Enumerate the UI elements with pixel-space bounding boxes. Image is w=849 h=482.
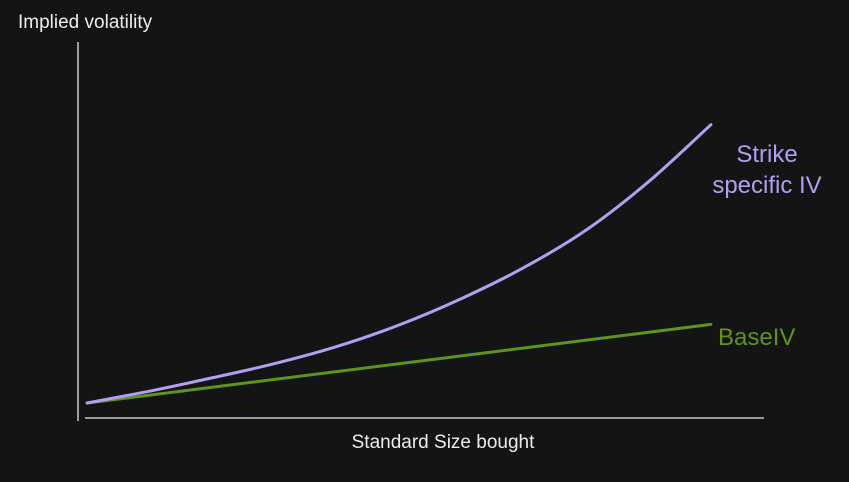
series-label-line: Strike bbox=[736, 141, 797, 168]
series-label-line: specific IV bbox=[712, 172, 821, 199]
x-axis-label: Standard Size bought bbox=[352, 432, 535, 453]
y-axis-label: Implied volatility bbox=[18, 12, 153, 33]
series-label-layer: Strike specific IV BaseIV bbox=[712, 141, 821, 351]
series-label-line: BaseIV bbox=[718, 324, 795, 351]
series-layer bbox=[85, 123, 713, 405]
series-line-0 bbox=[85, 123, 713, 405]
series-label-0: Strike specific IV bbox=[712, 141, 821, 199]
series-line-1 bbox=[85, 322, 713, 405]
series-label-1: BaseIV bbox=[718, 324, 795, 351]
